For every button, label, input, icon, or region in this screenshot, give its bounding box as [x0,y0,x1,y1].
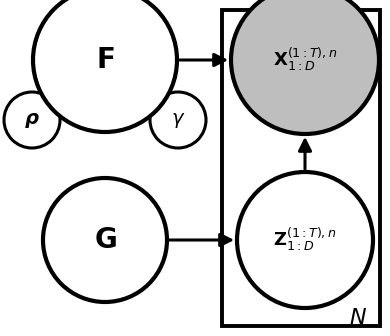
Text: $\boldsymbol{\rho}$: $\boldsymbol{\rho}$ [24,111,40,129]
Text: $\mathit{N}$: $\mathit{N}$ [349,307,367,329]
Text: $\mathbf{F}$: $\mathbf{F}$ [96,46,114,74]
Circle shape [33,0,177,132]
Bar [222,10,380,326]
Circle shape [237,172,373,308]
Circle shape [231,0,379,134]
Text: $\mathbf{Z}_{1:D}^{(1:T),n}$: $\mathbf{Z}_{1:D}^{(1:T),n}$ [273,226,337,253]
Circle shape [43,178,167,302]
Text: $\mathbf{X}_{1:D}^{(1:T),n}$: $\mathbf{X}_{1:D}^{(1:T),n}$ [273,46,337,74]
Circle shape [150,92,206,148]
Text: $\gamma$: $\gamma$ [171,111,185,129]
Circle shape [4,92,60,148]
Text: $\mathbf{G}$: $\mathbf{G}$ [94,226,116,253]
